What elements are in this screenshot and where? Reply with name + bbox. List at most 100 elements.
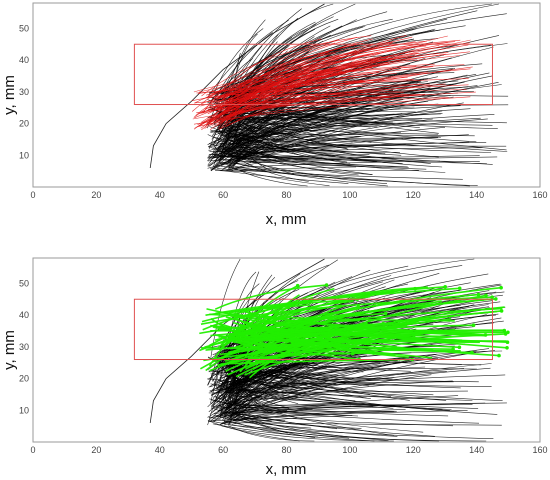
selected-trajectory (214, 334, 293, 343)
trajectory-endpoint (483, 333, 488, 337)
trajectory (218, 368, 465, 400)
y-axis-label: y, mm (1, 330, 18, 370)
highlighted-trajectory (202, 63, 390, 100)
selected-trajectory (232, 324, 474, 339)
x-tick-label: 20 (91, 190, 101, 200)
highlighted-trajectory (194, 72, 379, 119)
trajectory (209, 146, 388, 184)
highlighted-trajectory (201, 35, 372, 97)
trajectory (233, 314, 487, 419)
bottom-panel: 0 20 40 60 80 100 120 140 160 10 20 30 40 50 x, mm y… (1, 257, 548, 478)
highlighted-trajectory (221, 81, 366, 121)
trajectory (218, 130, 374, 148)
highlighted-trajectory (199, 70, 356, 127)
x-tick-label: 0 (30, 190, 35, 200)
trajectory (229, 165, 308, 187)
x-tick-label: 140 (469, 445, 484, 455)
trajectory-endpoint (499, 285, 503, 290)
trajectory-endpoint (457, 345, 462, 350)
trajectory (218, 118, 488, 165)
trajectory-endpoint (471, 323, 476, 328)
x-tick-label: 80 (281, 190, 291, 200)
trajectory (215, 358, 335, 402)
trajectory (215, 395, 459, 417)
x-tick-labels: 0 20 40 60 80 100 120 140 160 (30, 445, 547, 455)
trajectory (213, 371, 447, 398)
trajectory (213, 28, 264, 94)
trajectory (221, 380, 453, 415)
x-tick-label: 20 (91, 445, 101, 455)
trajectory (207, 420, 487, 442)
trajectory-endpoint (295, 283, 300, 288)
trajectory (229, 425, 315, 442)
trajectory (213, 113, 493, 126)
trajectory (207, 106, 325, 159)
trajectory (222, 351, 364, 373)
selected-trajectory (208, 306, 289, 367)
trajectory (234, 143, 493, 165)
trajectory (215, 91, 474, 94)
trajectory-endpoint (390, 289, 394, 294)
highlighted-trajectory (209, 42, 363, 93)
y-tick-label: 50 (19, 23, 29, 33)
trajectory (225, 123, 388, 139)
trajectory (230, 380, 492, 387)
y-axis-label: y, mm (1, 75, 18, 115)
highlighted-trajectory (226, 94, 408, 114)
highlighted-trajectory (216, 44, 469, 110)
envelope-curve (149, 3, 325, 169)
trajectory (219, 402, 340, 411)
highlighted-trajectory-group (199, 283, 510, 379)
x-tick-label: 40 (155, 445, 165, 455)
trajectory-endpoint (502, 328, 507, 333)
highlighted-trajectory (211, 71, 429, 126)
trajectory (224, 156, 498, 165)
trajectory (224, 105, 461, 127)
trajectory (209, 350, 477, 393)
trajectory (227, 135, 351, 164)
highlighted-trajectory (208, 41, 416, 97)
y-tick-label: 40 (19, 310, 29, 320)
trajectory (210, 369, 498, 415)
trajectory (207, 85, 478, 147)
trajectory-endpoint (505, 346, 509, 350)
highlighted-trajectory (195, 41, 394, 116)
trajectory (217, 416, 312, 429)
trajectory (232, 348, 490, 412)
highlighted-trajectory (205, 42, 336, 127)
x-tick-label: 100 (342, 190, 357, 200)
trajectory-endpoint (356, 304, 361, 309)
selected-trajectory (210, 322, 419, 337)
trajectory (223, 413, 362, 429)
trajectory-endpoint (451, 347, 455, 352)
trajectory (231, 415, 353, 425)
trajectory (226, 107, 401, 152)
highlighted-trajectory (217, 54, 340, 129)
trajectory (209, 421, 300, 442)
trajectory (226, 156, 314, 171)
trajectory (232, 132, 475, 137)
trajectory (230, 119, 374, 168)
trajectory (218, 356, 420, 417)
trajectory (210, 136, 360, 171)
y-tick-label: 20 (19, 119, 29, 129)
trajectory (210, 110, 443, 170)
trajectory-endpoint (443, 285, 448, 289)
selected-trajectory (205, 304, 311, 316)
selected-trajectory (220, 336, 306, 357)
trajectory (230, 395, 479, 409)
highlighted-trajectory (222, 47, 392, 106)
selected-trajectory (253, 330, 414, 340)
trajectory-endpoint (457, 286, 462, 291)
trajectory (230, 120, 439, 158)
highlighted-trajectory (192, 39, 340, 112)
trajectory (213, 136, 275, 147)
highlighted-trajectory (198, 84, 469, 114)
highlighted-trajectory (204, 54, 370, 126)
highlighted-trajectory (205, 45, 427, 127)
trajectory-endpoint (505, 340, 510, 345)
highlighted-trajectory-group (191, 35, 476, 131)
y-tick-labels: 10 20 30 40 50 (19, 23, 29, 160)
x-tick-label: 60 (218, 445, 228, 455)
